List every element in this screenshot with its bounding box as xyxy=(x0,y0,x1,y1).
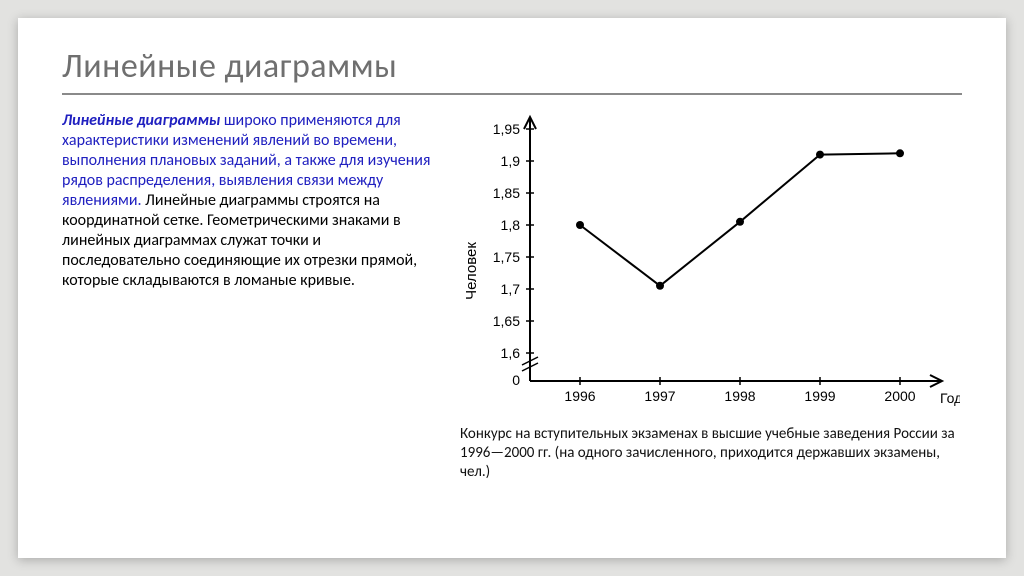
description-paragraph: Линейные диаграммы широко применяются дл… xyxy=(62,111,442,291)
line-chart: 0 1,6 1,65 1,7 1,75 1,8 1,85 xyxy=(460,111,960,411)
y-tick-1: 1,6 xyxy=(501,345,521,361)
chart-column: 0 1,6 1,65 1,7 1,75 1,8 1,85 xyxy=(460,111,962,481)
description-column: Линейные диаграммы широко применяются дл… xyxy=(62,111,442,481)
x-tick-4: 2000 xyxy=(884,388,915,404)
y-tick-2: 1,65 xyxy=(493,313,520,329)
y-tick-6: 1,85 xyxy=(493,185,520,201)
data-point xyxy=(816,151,824,159)
chart-caption: Конкурс на вступительных экзаменах в выс… xyxy=(460,425,962,481)
x-tick-3: 1999 xyxy=(804,388,835,404)
y-ticks: 0 1,6 1,65 1,7 1,75 1,8 1,85 xyxy=(493,121,534,388)
y-tick-5: 1,8 xyxy=(501,217,521,233)
data-point xyxy=(896,149,904,157)
y-tick-0: 0 xyxy=(512,372,520,388)
data-point xyxy=(656,282,664,290)
y-tick-8: 1,95 xyxy=(493,121,520,137)
slide: Линейные диаграммы Линейные диаграммы ши… xyxy=(18,18,1006,558)
x-tick-0: 1996 xyxy=(564,388,595,404)
y-axis-label: Человек xyxy=(463,242,480,300)
slide-title: Линейные диаграммы xyxy=(62,46,962,95)
content-row: Линейные диаграммы широко применяются дл… xyxy=(62,111,962,481)
chart-svg: 0 1,6 1,65 1,7 1,75 1,8 1,85 xyxy=(460,111,960,411)
y-tick-4: 1,75 xyxy=(493,249,520,265)
data-point xyxy=(576,221,584,229)
x-tick-1: 1997 xyxy=(644,388,675,404)
y-tick-7: 1,9 xyxy=(501,153,521,169)
term-highlight: Линейные диаграммы xyxy=(62,111,220,130)
y-tick-3: 1,7 xyxy=(501,281,521,297)
x-axis-label: Годы xyxy=(940,390,960,406)
x-tick-2: 1998 xyxy=(724,388,755,404)
data-point xyxy=(736,218,744,226)
